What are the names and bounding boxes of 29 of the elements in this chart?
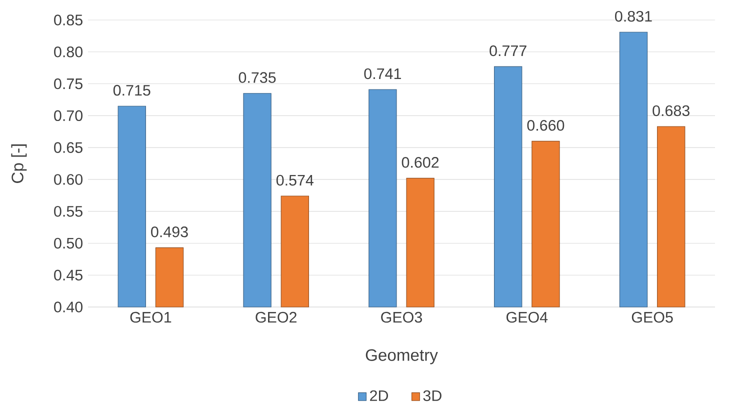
data-label: 0.493 [151, 226, 188, 238]
data-label: 0.831 [615, 10, 652, 22]
legend-label: 3D [423, 390, 442, 402]
y-tick-label: 0.50 [54, 238, 82, 249]
data-label: 0.683 [652, 105, 690, 116]
data-label: 0.735 [238, 72, 276, 83]
x-tick-label: GEO5 [632, 312, 673, 323]
y-tick-label: 0.80 [54, 46, 82, 58]
y-tick-label: 0.60 [54, 174, 82, 185]
y-tick-label: 0.70 [54, 110, 82, 122]
data-label: 0.660 [527, 120, 564, 131]
y-tick-label: 0.40 [54, 302, 82, 312]
x-tick-label: GEO2 [256, 312, 296, 323]
data-label: 0.715 [113, 84, 150, 96]
y-tick-label: 0.75 [54, 78, 82, 90]
y-tick-label: 0.65 [54, 142, 82, 153]
y-tick-label: 0.85 [54, 14, 82, 26]
y-tick-label: 0.55 [54, 206, 82, 217]
y-axis-title: Cp [-] [11, 144, 27, 183]
x-tick-label: GEO4 [506, 312, 548, 323]
data-label: 0.741 [364, 68, 401, 80]
data-label: 0.574 [276, 174, 314, 186]
data-label: 0.777 [490, 45, 526, 56]
x-tick-label: GEO1 [130, 312, 172, 323]
y-tick-label: 0.45 [54, 270, 82, 280]
legend-label: 2D [370, 390, 388, 401]
x-axis-title: Geometry [366, 349, 438, 364]
x-tick-label: GEO3 [381, 312, 422, 323]
data-label: 0.602 [402, 156, 439, 168]
